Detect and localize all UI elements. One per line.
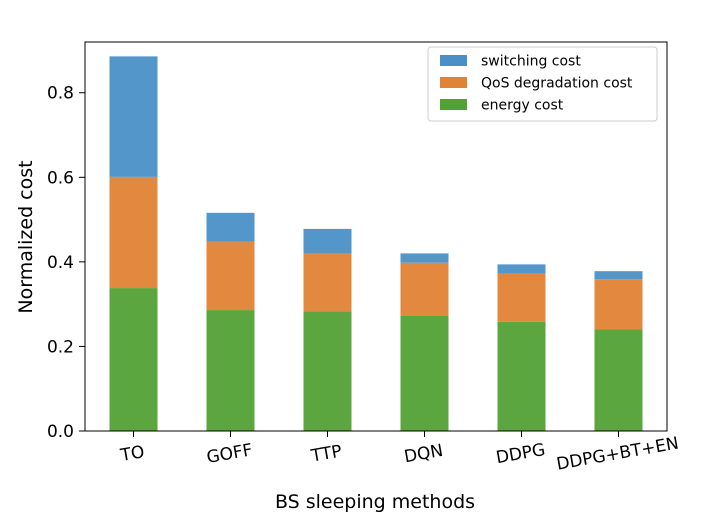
plot-frame (84, 41, 668, 432)
x-axis: TO GOFF TTP DQN DDPG DDPG+BT+EN (118, 431, 680, 475)
x-tick-label: DQN (403, 441, 445, 468)
legend-swatch (440, 77, 467, 88)
legend-swatch (440, 55, 467, 66)
x-tick-label: TTP (309, 442, 344, 467)
y-tick-label: 0.0 (47, 422, 74, 442)
bar-energy-cost-ddpg (497, 321, 546, 431)
y-tick-label: 0.2 (47, 337, 74, 357)
bar-energy-cost-goff (206, 310, 255, 431)
bars-layer (109, 56, 643, 431)
legend-box (427, 46, 658, 122)
legend-label: QoS degradation cost (481, 76, 633, 92)
bar-qos-degradation-cost-goff (206, 241, 255, 311)
bar-switching-cost-ttp (303, 228, 352, 254)
bar-switching-cost-dqn (400, 253, 449, 263)
bar-switching-cost-ddpg-bt-en (594, 271, 643, 280)
y-axis: 0.0 0.2 0.4 0.6 0.8 (47, 84, 85, 442)
bar-switching-cost-goff (206, 212, 255, 242)
bar-qos-degradation-cost-to (109, 176, 158, 289)
bar-qos-degradation-cost-ddpg-bt-en (594, 279, 643, 330)
bar-qos-degradation-cost-ttp (303, 253, 352, 312)
y-axis-title: Normalized cost (15, 160, 37, 313)
y-tick-label: 0.8 (47, 84, 74, 104)
legend: switching cost QoS degradation cost energy… (427, 46, 658, 122)
x-tick-label: GOFF (205, 440, 254, 468)
legend-label: switching cost (481, 54, 581, 70)
x-axis-title: BS sleeping methods (275, 491, 475, 513)
y-tick-label: 0.4 (47, 253, 74, 273)
bar-qos-degradation-cost-dqn (400, 262, 449, 316)
x-tick-label: TO (118, 442, 146, 466)
bar-qos-degradation-cost-ddpg (497, 273, 546, 322)
bar-energy-cost-to (109, 288, 158, 431)
x-tick-label: DDPG+BT+EN (555, 433, 680, 474)
legend-label: energy cost (481, 98, 564, 114)
bar-switching-cost-to (109, 56, 158, 177)
bar-energy-cost-ddpg-bt-en (594, 329, 643, 431)
legend-swatch (440, 99, 467, 110)
y-tick-label: 0.6 (47, 168, 74, 188)
bar-switching-cost-ddpg (497, 264, 546, 274)
x-tick-label: DDPG (494, 440, 546, 468)
bar-energy-cost-dqn (400, 315, 449, 431)
bar-energy-cost-ttp (303, 311, 352, 431)
